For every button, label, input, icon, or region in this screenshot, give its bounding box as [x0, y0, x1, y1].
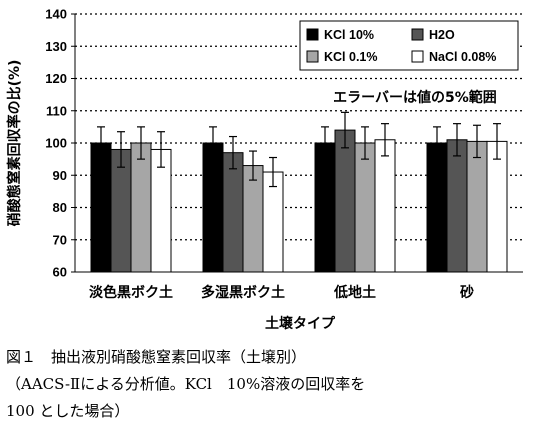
bar	[466, 140, 488, 273]
y-tick-label: 100	[45, 136, 67, 151]
y-tick-label: 80	[53, 200, 67, 215]
bar	[374, 139, 396, 273]
bar	[334, 129, 356, 273]
x-category-label: 淡色黒ボク土	[89, 284, 173, 301]
legend-swatch	[411, 28, 424, 41]
bar	[202, 142, 224, 273]
bar	[150, 148, 172, 273]
error-bars-group	[97, 111, 501, 188]
figure-caption: 図１ 抽出液別硝酸態窒素回収率（土壌別） （AACS-Ⅱによる分析値。KCl 1…	[6, 344, 531, 425]
bar	[242, 165, 264, 273]
caption-line-3: 100 とした場合）	[6, 402, 130, 420]
y-axis-title: 硝酸態窒素回収率の比(%)	[6, 60, 23, 227]
y-tick-label: 70	[53, 232, 67, 247]
bar	[486, 140, 508, 273]
y-tick-label: 90	[53, 168, 67, 183]
error-bar-note: エラーバーは値の5%範囲	[333, 89, 497, 106]
x-category-label: 低地土	[333, 284, 376, 301]
bar	[90, 142, 112, 273]
legend-label: NaCl 0.08%	[429, 50, 496, 64]
legend-swatch	[306, 28, 319, 41]
y-tick-label: 60	[53, 265, 67, 280]
legend-label: KCl 0.1%	[324, 50, 378, 64]
x-category-labels: 淡色黒ボク土 多湿黒ボク土 低地土 砂	[89, 284, 474, 301]
x-category-label: 多湿黒ボク土	[201, 284, 285, 301]
bar	[222, 152, 244, 273]
bars-group	[90, 129, 508, 273]
x-category-label: 砂	[459, 284, 474, 301]
legend-label: KCl 10%	[324, 28, 374, 42]
legend-box	[299, 20, 519, 71]
bar	[446, 139, 468, 273]
bar	[354, 142, 376, 273]
caption-line-1: 図１ 抽出液別硝酸態窒素回収率（土壌別）	[6, 348, 307, 366]
legend-swatch	[306, 50, 319, 63]
x-axis-title: 土壌タイプ	[265, 315, 336, 332]
bar	[426, 142, 448, 273]
y-tick-label: 140	[45, 7, 67, 22]
bar	[314, 142, 336, 273]
y-tick-label: 120	[45, 71, 67, 86]
caption-line-2: （AACS-Ⅱによる分析値。KCl 10%溶液の回収率を	[6, 375, 366, 393]
y-tick-label: 110	[46, 103, 67, 118]
y-tick-label: 130	[45, 39, 67, 54]
bar-chart: 60 70 80 90 100 110 120 130 140 淡色黒ボク土 多湿黒ボク土 低地土 砂…	[6, 7, 523, 332]
legend-label: H2O	[429, 28, 455, 42]
bar	[130, 142, 152, 273]
legend-swatch	[411, 50, 424, 63]
legend: KCl 10% H2O KCl 0.1% NaCl 0.08%	[299, 20, 519, 71]
y-tick-labels: 60 70 80 90 100 110 120 130 140	[45, 7, 75, 280]
bar	[110, 148, 132, 273]
